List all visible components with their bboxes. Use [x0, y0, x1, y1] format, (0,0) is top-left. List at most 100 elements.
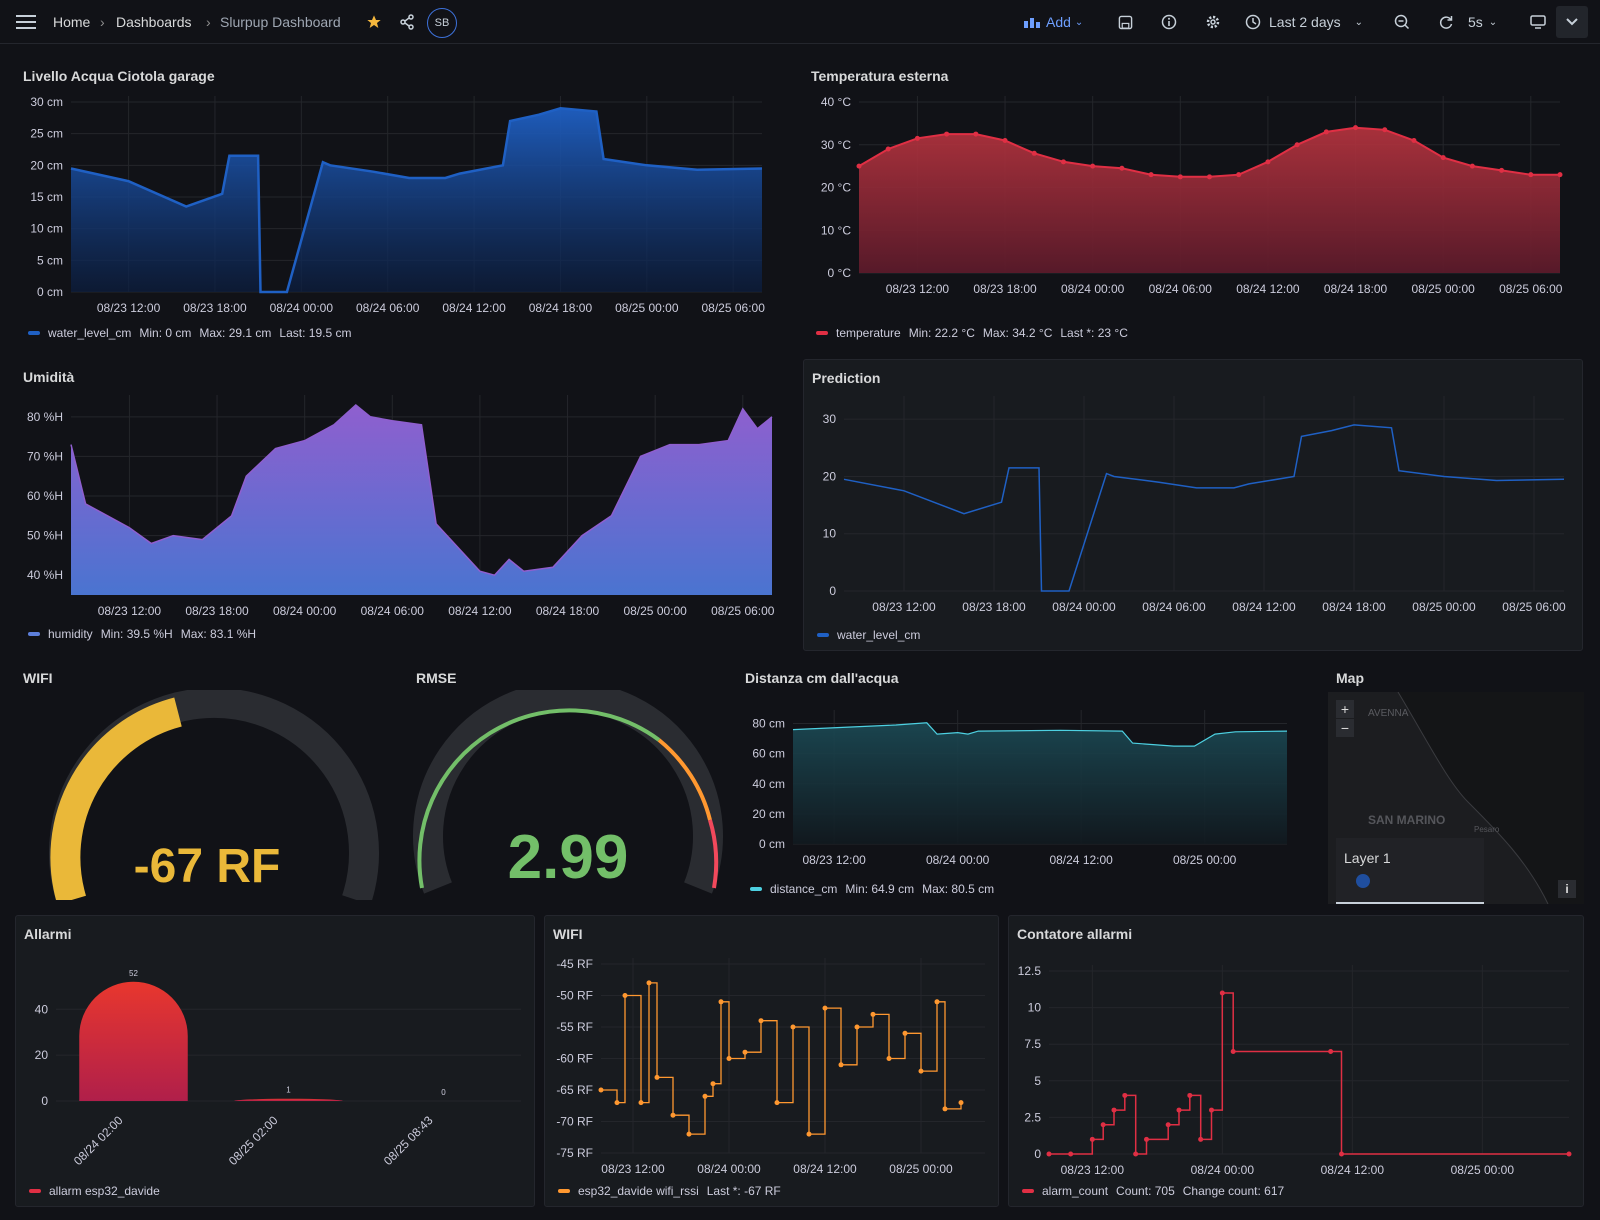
x-tick-label: 08/24 12:00 — [1236, 282, 1300, 296]
legend[interactable]: distance_cm Min: 64.9 cm Max: 80.5 cm — [750, 882, 994, 896]
legend[interactable]: esp32_davide wifi_rssi Last *: -67 RF — [558, 1184, 781, 1198]
legend[interactable]: temperature Min: 22.2 °C Max: 34.2 °C La… — [816, 326, 1128, 340]
legend[interactable]: water_level_cm Min: 0 cm Max: 29.1 cm La… — [28, 326, 351, 340]
panel-temperature: Temperatura esterna 0 °C 10 °C 20 °C 30 °C 4… — [803, 58, 1585, 348]
legend-max: Max: 83.1 %H — [180, 627, 257, 641]
prediction-chart: 0 10 20 30 08/23 12:00 08/23 18:00 08/24 00:00… — [823, 396, 1566, 614]
y-tick-label: 7.5 — [1024, 1037, 1041, 1051]
map-view[interactable]: AVENNA SAN MARINO Pesaro + − Layer 1 i — [1328, 692, 1584, 904]
data-point — [806, 1131, 812, 1137]
wifi-rssi-chart: -75 RF -70 RF -65 RF -60 RF -55 RF -50 RF -45 … — [556, 957, 985, 1176]
x-tick-label: 08/25 00:00 — [1412, 600, 1476, 614]
y-tick-label: 30 °C — [821, 138, 851, 152]
legend-swatch — [817, 633, 829, 637]
y-tick-label: 25 cm — [30, 127, 63, 141]
avatar[interactable]: SB — [427, 8, 457, 38]
attribution-info-icon[interactable]: i — [1558, 880, 1576, 898]
data-point — [886, 1056, 892, 1061]
y-tick-label: 60 %H — [27, 489, 63, 503]
time-range-picker[interactable]: Last 2 days ⌄ — [1245, 12, 1363, 32]
x-tick-label: 08/25 00:00 — [615, 301, 679, 315]
legend-series: distance_cm — [770, 882, 838, 896]
legend-count: Count: 705 — [1116, 1184, 1175, 1198]
data-point — [1176, 1107, 1182, 1113]
data-point — [1089, 1136, 1095, 1142]
gauge-value: 2.99 — [508, 823, 629, 892]
series-line — [70, 107, 763, 294]
x-tick-label: 08/24 18:00 — [1324, 282, 1388, 296]
tv-mode-icon[interactable] — [1528, 12, 1548, 32]
legend-min: Min: 64.9 cm — [845, 882, 915, 896]
panel-title: Distanza cm dall'acqua — [745, 670, 899, 686]
x-tick-label: 08/25 08:43 — [381, 1113, 436, 1168]
data-point — [1528, 172, 1534, 178]
data-point — [1353, 125, 1359, 131]
data-point — [1328, 1049, 1334, 1055]
share-icon[interactable] — [397, 12, 417, 32]
save-icon[interactable] — [1115, 12, 1135, 32]
add-button[interactable]: Add ⌄ — [1024, 12, 1083, 32]
legend-series: allarm esp32_davide — [49, 1184, 160, 1198]
y-tick-label: 10 — [823, 527, 837, 541]
panel-title: WIFI — [553, 926, 583, 942]
data-point — [870, 1011, 876, 1017]
y-tick-label: 0 °C — [828, 266, 852, 280]
legend-max: Max: 34.2 °C — [982, 326, 1053, 340]
data-point — [1068, 1151, 1074, 1157]
panel-alarms: Allarmi 0 20 40 52 08/24 02:00 1 08/25 02:00 0 0… — [15, 915, 535, 1207]
y-tick-label: 5 — [1034, 1074, 1041, 1088]
x-tick-label: 08/24 12:00 — [1321, 1163, 1385, 1177]
x-tick-label: 08/25 02:00 — [226, 1113, 281, 1168]
legend[interactable]: humidity Min: 39.5 %H Max: 83.1 %H — [28, 627, 256, 641]
data-point — [838, 1062, 844, 1068]
breadcrumb-separator: › — [206, 14, 211, 30]
x-tick-label: 08/24 00:00 — [926, 853, 990, 867]
legend-max: Max: 29.1 cm — [199, 326, 272, 340]
panel-title: RMSE — [416, 670, 457, 686]
legend[interactable]: alarm_count Count: 705 Change count: 617 — [1022, 1184, 1284, 1198]
y-tick-label: -50 RF — [556, 989, 593, 1003]
data-point — [670, 1112, 676, 1118]
legend[interactable]: allarm esp32_davide — [29, 1184, 160, 1198]
x-tick-label: 08/24 00:00 — [273, 604, 337, 618]
bar — [79, 981, 188, 1101]
collapse-button[interactable] — [1556, 6, 1588, 38]
temperature-chart: 0 °C 10 °C 20 °C 30 °C 40 °C 08/23 12:00 08/23… — [821, 95, 1563, 296]
x-tick-label: 08/24 00:00 — [1061, 282, 1125, 296]
data-point — [1060, 159, 1066, 165]
y-tick-label: 0 — [41, 1094, 48, 1108]
data-point — [958, 1100, 964, 1106]
refresh-icon[interactable] — [1436, 12, 1456, 32]
data-point — [1265, 159, 1271, 165]
info-icon[interactable] — [1159, 12, 1179, 32]
breadcrumb-home[interactable]: Home — [53, 14, 91, 30]
data-point — [1187, 1092, 1193, 1098]
star-icon[interactable] — [364, 12, 384, 32]
x-tick-label: 08/24 12:00 — [793, 1162, 857, 1176]
x-tick-label: 08/23 12:00 — [802, 853, 866, 867]
panel-rmse-gauge: RMSE 2.99 — [408, 660, 728, 900]
data-point — [702, 1093, 708, 1099]
data-point — [598, 1087, 604, 1093]
data-point — [1002, 137, 1008, 143]
zoom-out-button[interactable]: − — [1336, 719, 1354, 737]
clock-icon — [1245, 14, 1261, 30]
gear-icon[interactable] — [1203, 12, 1223, 32]
chevron-down-icon — [1566, 18, 1578, 26]
x-tick-label: 08/23 12:00 — [601, 1162, 665, 1176]
data-point — [686, 1131, 692, 1137]
layer-marker — [1356, 874, 1370, 888]
map-label: SAN MARINO — [1368, 813, 1445, 827]
refresh-interval-picker[interactable]: 5s ⌄ — [1468, 12, 1497, 32]
refresh-interval-label: 5s — [1468, 14, 1483, 30]
breadcrumb-dashboards[interactable]: Dashboards — [116, 14, 192, 30]
map-label: Pesaro — [1474, 825, 1500, 834]
menu-icon[interactable] — [14, 10, 38, 34]
y-tick-label: 20 °C — [821, 181, 851, 195]
legend-series: water_level_cm — [837, 628, 921, 642]
legend[interactable]: water_level_cm — [817, 628, 920, 642]
zoom-in-button[interactable]: + — [1336, 700, 1354, 718]
y-tick-label: 70 %H — [27, 449, 63, 463]
data-point — [934, 999, 940, 1005]
zoom-out-icon[interactable] — [1392, 12, 1412, 32]
